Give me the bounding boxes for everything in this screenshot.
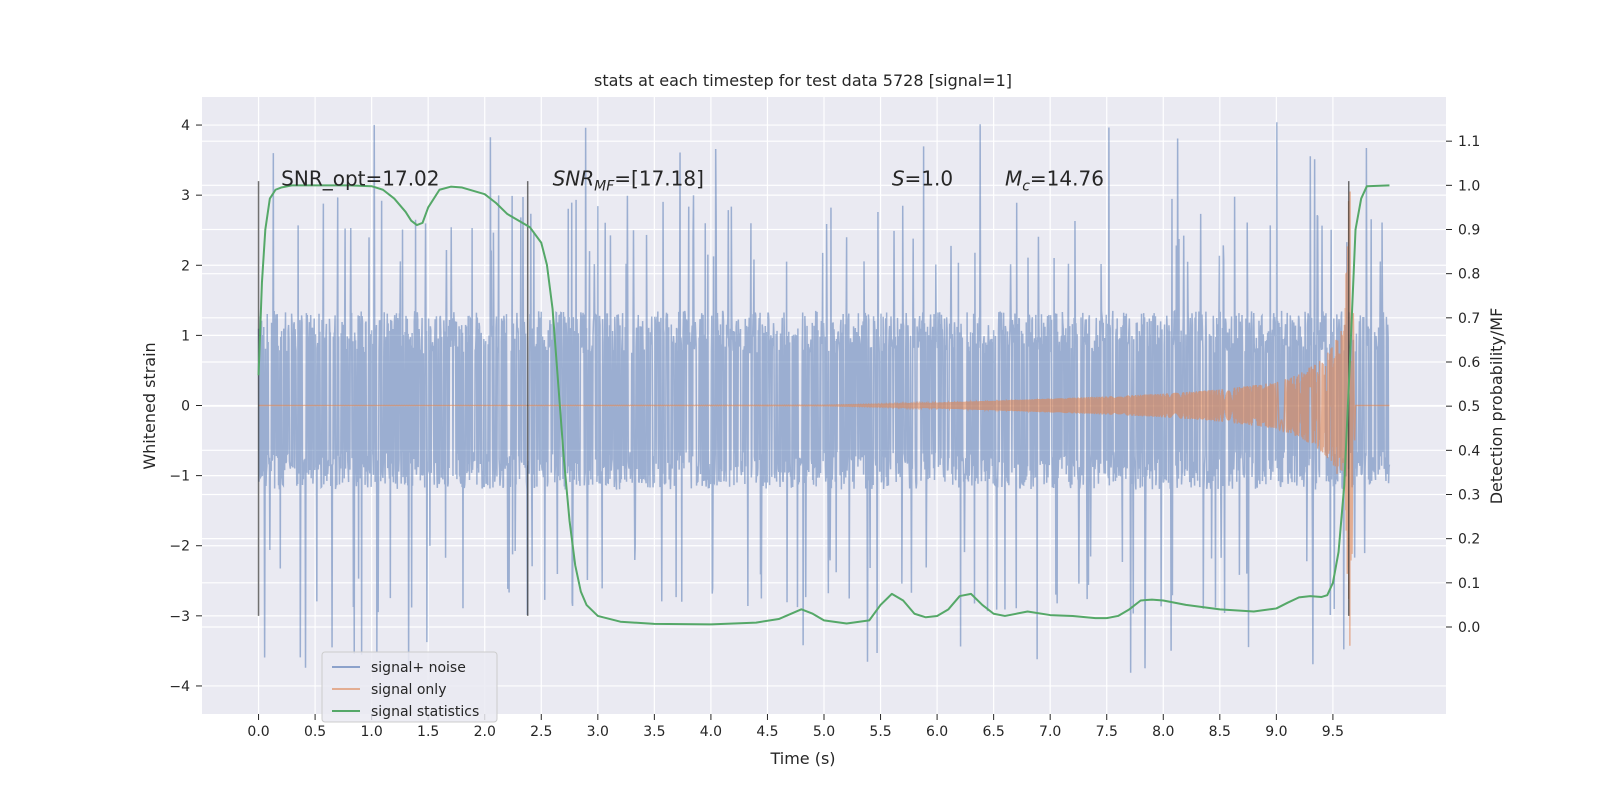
legend-label: signal+ noise (371, 660, 466, 676)
annotation-1: SNRMF=[17.18] (553, 167, 704, 195)
legend-label: signal only (371, 682, 446, 698)
x-tick-label: 0.0 (247, 724, 269, 740)
annotation-base: M (1005, 167, 1022, 191)
x-axis-ticks: 0.0 0.5 1.0 1.5 2.0 2.5 3.0 3.5 4.0 4.5 5.0 5.5 6.0 6… (247, 714, 1344, 740)
x-tick-label: 6.0 (926, 724, 948, 740)
y-right-tick-label: 0.0 (1458, 620, 1480, 636)
x-tick-label: 2.5 (530, 724, 552, 740)
y-left-tick-label: −3 (169, 609, 190, 625)
y-right-tick-label: 0.6 (1458, 355, 1480, 371)
y-right-tick-label: 0.7 (1458, 311, 1480, 327)
legend-box (321, 651, 498, 723)
annotation-rest: =14.76 (1030, 167, 1104, 191)
annotation-sub: c (1022, 179, 1030, 195)
x-tick-label: 4.5 (756, 724, 778, 740)
y-right-tick-label: 0.5 (1458, 399, 1480, 415)
annotation-3: Mc=14.76 (1005, 167, 1104, 195)
chart-title: stats at each timestep for test data 572… (594, 71, 1012, 90)
annotation-base: SNR (553, 167, 595, 191)
legend: signal+ noise signal only signal statistic… (321, 651, 498, 723)
x-tick-label: 3.5 (643, 724, 665, 740)
y-left-tick-label: 1 (181, 328, 190, 344)
series-signal-statistics (257, 184, 1390, 626)
y-right-tick-label: 0.2 (1458, 532, 1480, 548)
x-tick-label: 8.0 (1152, 724, 1174, 740)
annotations: SNR_opt=17.02 SNRMF=[17.18] S=1.0 Mc=14.76 (281, 167, 1104, 195)
y-right-tick-label: 0.8 (1458, 267, 1480, 283)
annotation-rest: =[17.18] (614, 167, 704, 191)
y-left-tick-label: 0 (181, 399, 190, 415)
annotation-0: SNR_opt=17.02 (281, 167, 439, 191)
x-tick-label: 9.0 (1265, 724, 1287, 740)
annotation-rest: =1.0 (905, 167, 954, 191)
x-tick-label: 6.5 (983, 724, 1005, 740)
x-axis-label: Time (s) (769, 749, 835, 768)
y-left-tick-label: −2 (169, 539, 190, 555)
series-signal-plus-noise (257, 122, 1391, 673)
y-right-tick-label: 0.4 (1458, 443, 1480, 459)
annotation-base: S (892, 167, 905, 191)
signal-statistics-line (257, 184, 1390, 626)
y-right-tick-label: 0.9 (1458, 222, 1480, 238)
x-tick-label: 2.0 (474, 724, 496, 740)
signal-only-line (258, 191, 1390, 646)
x-tick-label: 5.5 (869, 724, 891, 740)
y-left-tick-label: 2 (181, 258, 190, 274)
x-tick-label: 8.5 (1209, 724, 1231, 740)
y-left-axis-ticks: −4 −3 −2 −1 0 1 2 3 4 (169, 118, 202, 695)
y-right-tick-label: 0.3 (1458, 487, 1480, 503)
y-right-tick-label: 1.1 (1458, 134, 1480, 150)
y-left-tick-label: 3 (181, 188, 190, 204)
x-tick-label: 7.0 (1039, 724, 1061, 740)
y-right-tick-label: 0.1 (1458, 576, 1480, 592)
x-tick-label: 0.5 (304, 724, 326, 740)
x-tick-label: 9.5 (1322, 724, 1344, 740)
x-tick-label: 5.0 (813, 724, 835, 740)
y-left-tick-label: 4 (181, 118, 190, 134)
series-signal-only (258, 191, 1390, 646)
y-left-tick-label: −1 (169, 469, 190, 485)
y-left-tick-label: −4 (169, 679, 190, 695)
x-tick-label: 1.5 (417, 724, 439, 740)
x-tick-label: 3.0 (587, 724, 609, 740)
y-right-axis-label: Detection probability/MF (1487, 308, 1506, 505)
annotation-2: S=1.0 (892, 167, 953, 191)
annotation-sub: MF (594, 179, 615, 195)
y-right-axis-ticks: 0.0 0.1 0.2 0.3 0.4 0.5 0.6 0.7 0.8 0.9 1.0 1.1 (1446, 134, 1480, 636)
x-tick-label: 4.0 (700, 724, 722, 740)
y-left-axis-label: Whitened strain (140, 342, 159, 469)
legend-label: signal statistics (371, 704, 479, 720)
y-right-tick-label: 1.0 (1458, 178, 1480, 194)
x-tick-label: 1.0 (361, 724, 383, 740)
signal-plus-noise-line (257, 122, 1391, 673)
x-tick-label: 7.5 (1096, 724, 1118, 740)
